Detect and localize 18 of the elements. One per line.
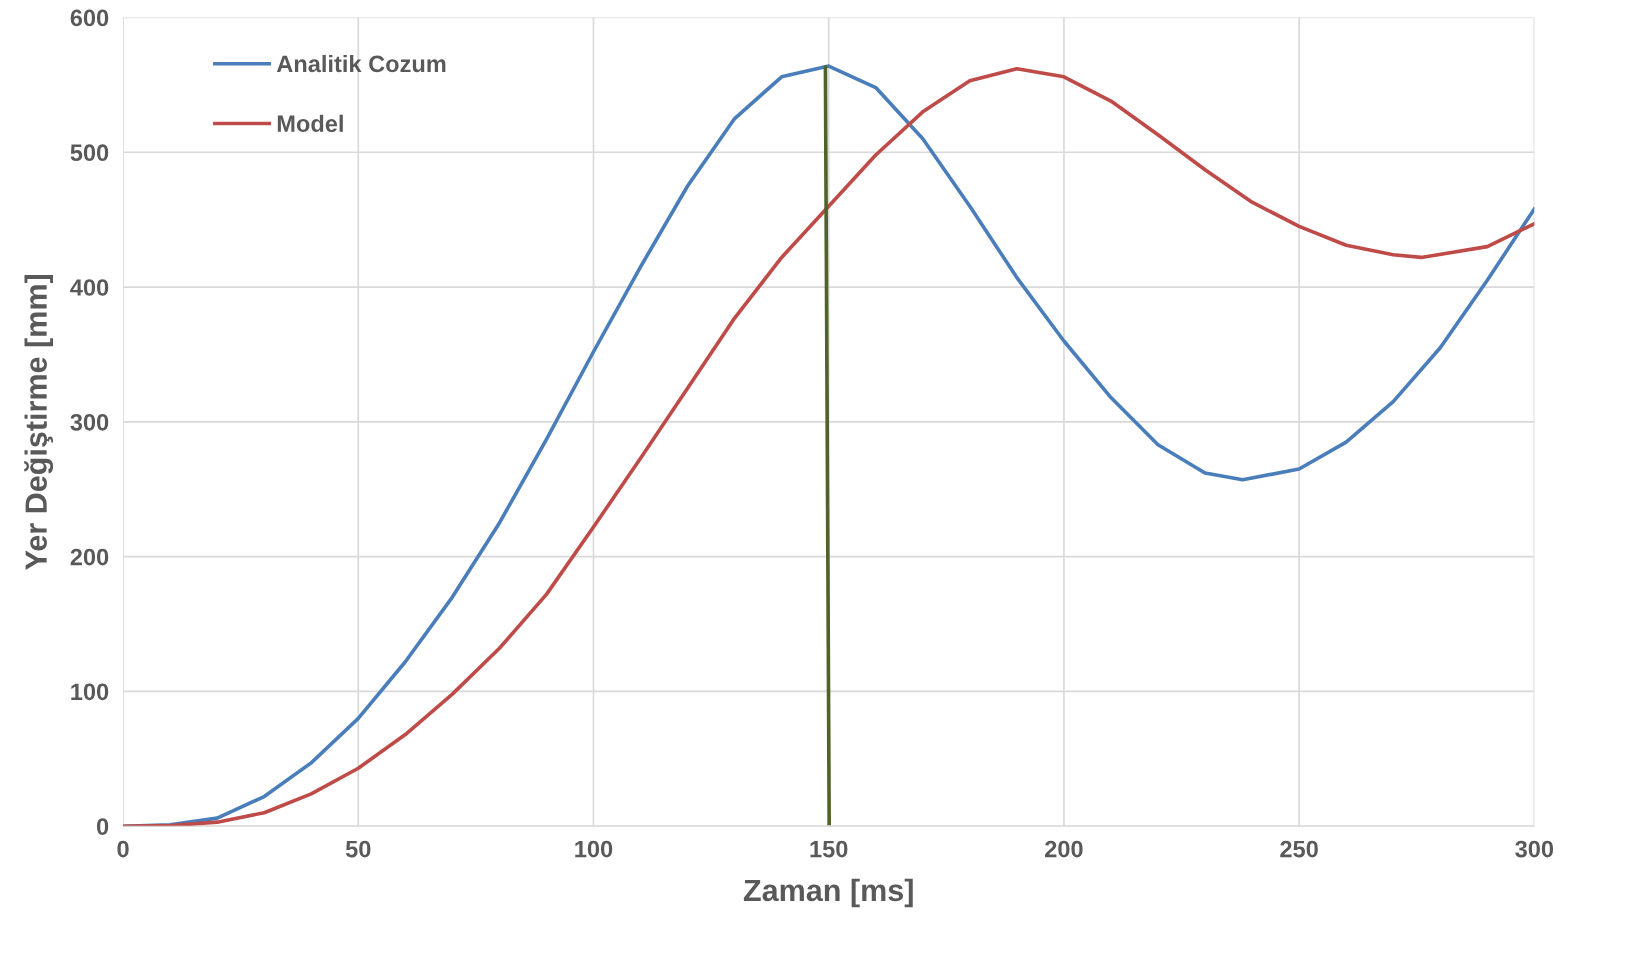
x-tick-label: 300 [1515, 840, 1554, 858]
y-tick-label: 400 [70, 279, 109, 296]
y-tick-label: 100 [71, 683, 109, 701]
x-tick-label: 50 [345, 840, 371, 858]
y-tick-label: 0 [96, 818, 109, 835]
legend-label: Analitik Cozum [276, 54, 446, 73]
x-tick-label: 100 [575, 840, 613, 858]
y-tick-label: 500 [70, 144, 109, 162]
x-tick-label: 200 [1045, 840, 1083, 858]
x-tick-label: 250 [1280, 840, 1318, 858]
y-axis-title: Yer Değiştirme [mm] [24, 274, 54, 570]
x-tick-label: 0 [117, 840, 129, 858]
legend-label: Model [277, 114, 343, 133]
y-tick-label: 600 [70, 9, 109, 27]
y-tick-label: 300 [70, 413, 109, 431]
x-axis-title: Zaman [ms] [743, 878, 913, 908]
y-tick-label: 200 [70, 548, 109, 566]
x-tick-label: 150 [810, 840, 848, 858]
